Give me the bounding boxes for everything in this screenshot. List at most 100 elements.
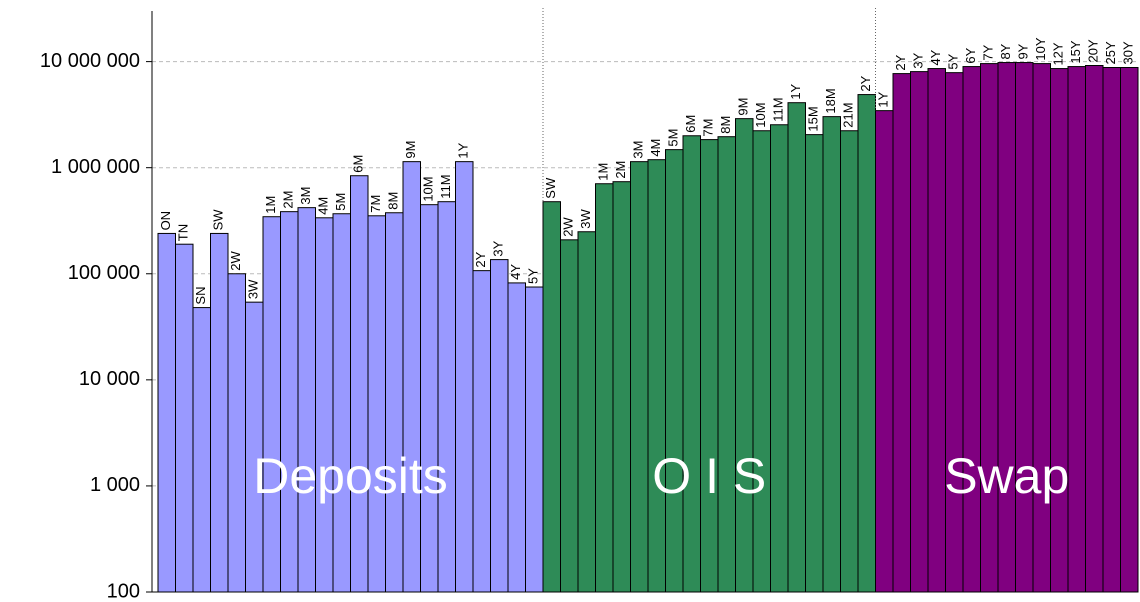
bar <box>997 62 1016 593</box>
bar <box>822 116 841 593</box>
bar <box>157 232 176 593</box>
bar <box>367 215 386 593</box>
bar-label: 10Y <box>1033 37 1048 60</box>
bar <box>630 161 649 593</box>
bar <box>192 307 211 593</box>
y-tick-label: 1 000 <box>90 474 140 496</box>
bar-label: 2M <box>613 161 628 179</box>
bar <box>262 216 281 593</box>
y-tick-label: 100 <box>107 580 140 602</box>
bar-label: 3W <box>578 209 593 229</box>
bar <box>420 204 439 593</box>
bar-label: SW <box>211 209 226 231</box>
bar-label: 9M <box>736 98 751 116</box>
y-tick-label: 10 000 <box>79 368 140 390</box>
bar-label: 8Y <box>998 43 1013 59</box>
bar-label: 3M <box>298 187 313 205</box>
bar-label: 7Y <box>981 44 996 60</box>
bar-label: 20Y <box>1086 39 1101 62</box>
bar-label: 4M <box>316 197 331 215</box>
bar-label: 5Y <box>946 53 961 69</box>
bar-label: 3Y <box>911 52 926 68</box>
bar-label: 2W <box>228 251 243 271</box>
bar-label: 21M <box>841 102 856 127</box>
bar <box>857 94 876 593</box>
bar <box>945 72 964 593</box>
bar <box>350 175 369 593</box>
bar-label: 9M <box>403 141 418 159</box>
bar <box>787 102 806 593</box>
y-tick-label: 10 000 000 <box>40 50 140 72</box>
bar <box>245 301 264 593</box>
bar-label: 12Y <box>1051 42 1066 65</box>
bar-label: 10M <box>421 176 436 201</box>
bar-label: SN <box>193 287 208 305</box>
bar <box>210 232 229 593</box>
bar <box>227 273 246 593</box>
bar-label: 7M <box>368 195 383 213</box>
bar-label: SW <box>543 177 558 199</box>
bar-label: 30Y <box>1121 41 1136 64</box>
bar-label: 2M <box>281 191 296 209</box>
bar <box>402 161 421 593</box>
group-label: Swap <box>944 448 1069 504</box>
bar <box>1120 67 1139 593</box>
bar-label: 5M <box>666 129 681 147</box>
bar-label: 11M <box>438 174 453 198</box>
bar <box>1067 66 1086 593</box>
bar <box>840 130 859 593</box>
bar <box>927 68 946 593</box>
bar-label: 4Y <box>928 49 943 65</box>
bar-label: 25Y <box>1103 41 1118 64</box>
bar <box>280 211 299 593</box>
bar <box>910 71 929 593</box>
bar <box>700 139 719 593</box>
bar-label: 3W <box>246 279 261 299</box>
bar-label: 15M <box>806 106 821 131</box>
bar <box>1015 62 1034 593</box>
bar-label: TN <box>176 224 191 241</box>
bar <box>577 231 596 593</box>
bar-label: 2Y <box>858 75 873 91</box>
bar <box>770 124 789 593</box>
bar <box>647 159 666 593</box>
bar-label: 6M <box>683 115 698 133</box>
bar <box>472 270 491 593</box>
bar <box>682 135 701 593</box>
bar-label: 9Y <box>1016 43 1031 59</box>
bar <box>507 282 526 593</box>
bar <box>525 286 544 593</box>
bar-label: 6M <box>351 155 366 173</box>
bar <box>542 201 561 593</box>
bar <box>455 161 474 593</box>
bar-label: 18M <box>823 88 838 113</box>
bar-label: 11M <box>771 97 786 121</box>
bar <box>315 217 334 593</box>
bar-label: 3M <box>631 141 646 159</box>
bar <box>980 63 999 593</box>
bar-label: 2W <box>561 217 576 237</box>
bar-label: 1Y <box>788 83 803 99</box>
bar-label: 4M <box>648 139 663 157</box>
bar-label: 5Y <box>526 268 541 284</box>
bar <box>1085 65 1104 593</box>
bar-label: 6Y <box>963 47 978 63</box>
y-tick-label: 100 000 <box>68 262 140 284</box>
bar <box>332 213 351 593</box>
bar-label: 10M <box>753 102 768 127</box>
bar <box>297 207 316 593</box>
group-label: Deposits <box>253 448 448 504</box>
bar-label: 1Y <box>876 91 891 107</box>
bar <box>752 130 771 593</box>
bar-label: 1M <box>263 196 278 214</box>
bar <box>1050 68 1069 593</box>
bar <box>560 239 579 593</box>
bar-label: 8M <box>386 192 401 210</box>
bar <box>175 243 194 593</box>
bar <box>892 73 911 593</box>
group-label: O I S <box>652 448 766 504</box>
bar <box>490 259 509 593</box>
bar <box>717 136 736 593</box>
y-tick-label: 1 000 000 <box>51 156 140 178</box>
